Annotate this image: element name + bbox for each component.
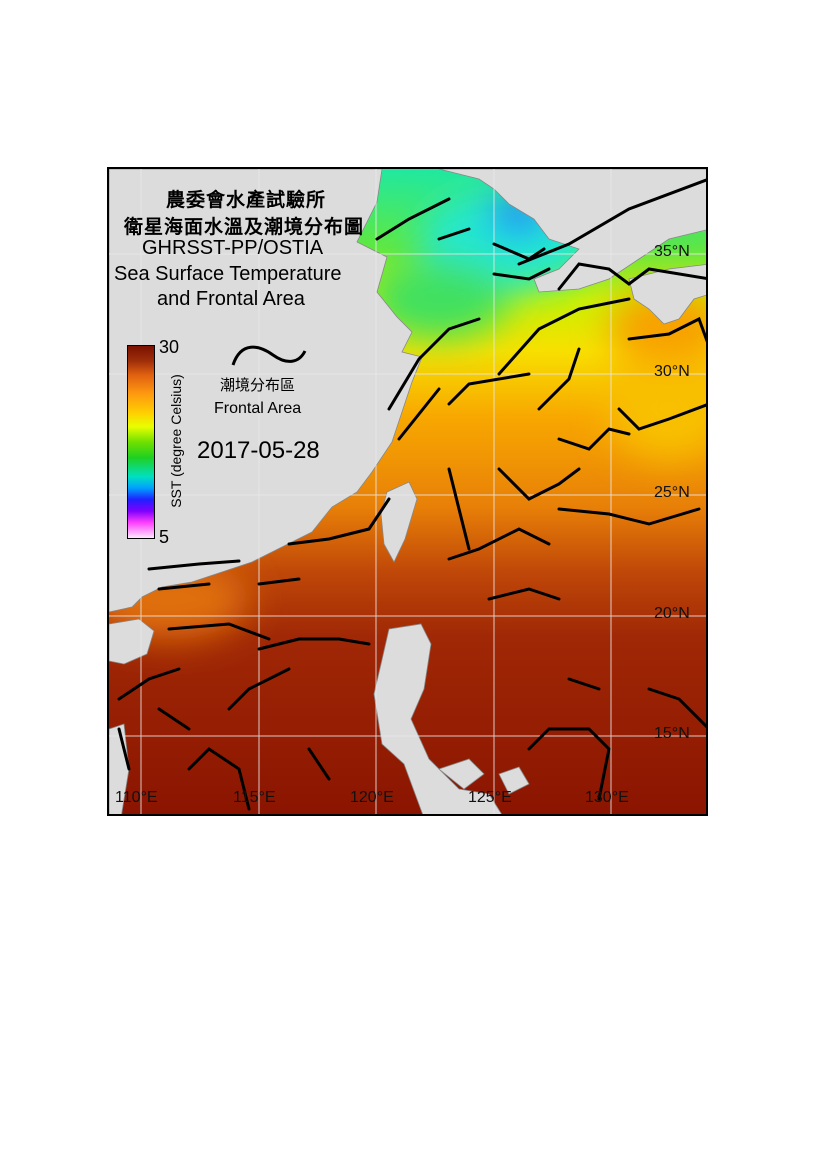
- title-line-4: Sea Surface Temperature: [114, 263, 342, 285]
- frontal-legend-line-icon: [231, 345, 307, 366]
- legend-en: Frontal Area: [214, 400, 302, 417]
- mindoro-islands: [438, 758, 530, 795]
- title-line-2: 衛星海面水溫及潮境分布圖: [124, 216, 365, 238]
- sst-field: [109, 169, 706, 814]
- lat-label: 15°N: [654, 725, 690, 742]
- lon-label: 120°E: [350, 789, 394, 806]
- lat-label: 30°N: [654, 363, 690, 380]
- title-line-1: 農委會水產試驗所: [166, 189, 327, 211]
- lat-label: 35°N: [654, 243, 690, 260]
- legend-cn: 潮境分布區: [220, 376, 296, 394]
- lon-label: 115°E: [233, 789, 276, 806]
- sst-map: 農委會水產試驗所 衛星海面水溫及潮境分布圖 GHRSST-PP/OSTIA Se…: [107, 167, 708, 816]
- lat-label: 20°N: [654, 605, 690, 622]
- colorbar-min: 5: [159, 527, 170, 547]
- lat-label: 25°N: [654, 484, 690, 501]
- colorbar-label: SST (degree Celsius): [168, 374, 184, 508]
- colorbar-max: 30: [159, 337, 180, 357]
- lon-label: 110°E: [115, 789, 158, 806]
- land: [109, 169, 706, 814]
- luzon-island: [373, 623, 502, 814]
- title-line-5: and Frontal Area: [157, 288, 305, 310]
- hainan-island: [109, 618, 155, 665]
- lon-label: 130°E: [585, 789, 629, 806]
- title-line-3: GHRSST-PP/OSTIA: [142, 237, 324, 259]
- date-label: 2017-05-28: [197, 437, 320, 464]
- korea-japan-land: [438, 169, 706, 293]
- lon-label: 125°E: [468, 789, 512, 806]
- taiwan-island: [380, 481, 418, 563]
- kyushu-land: [628, 264, 706, 325]
- frontal-lines: [117, 178, 706, 811]
- colorbar: [127, 345, 155, 539]
- china-land: [109, 169, 423, 613]
